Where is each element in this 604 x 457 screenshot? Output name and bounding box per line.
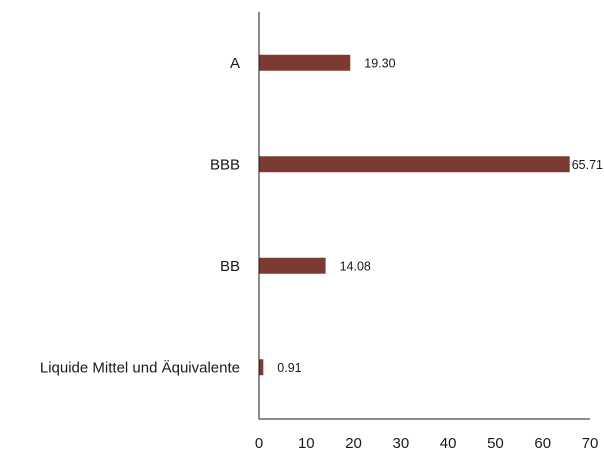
category-label-2: BB xyxy=(220,258,240,275)
value-labels-group: 19.30 65.71 14.08 0.91 xyxy=(277,56,603,375)
x-tick-label-4: 40 xyxy=(440,435,457,452)
value-label-2: 14.08 xyxy=(340,259,371,273)
bar-0 xyxy=(259,54,351,71)
x-tick-label-7: 70 xyxy=(582,435,599,452)
x-tick-label-1: 10 xyxy=(298,435,315,452)
bar-3 xyxy=(259,359,264,376)
bar-1 xyxy=(259,156,570,173)
x-tick-label-6: 60 xyxy=(534,435,551,452)
bars-group xyxy=(259,54,570,376)
bar-2 xyxy=(259,257,326,274)
x-tick-label-0: 0 xyxy=(255,435,263,452)
value-label-1: 65.71 xyxy=(572,158,603,172)
value-label-3: 0.91 xyxy=(277,361,301,375)
x-tick-labels-group: 0 10 20 30 40 50 60 70 xyxy=(255,435,599,452)
category-label-3: Liquide Mittel und Äquivalente xyxy=(40,359,240,376)
x-tick-label-3: 30 xyxy=(393,435,410,452)
x-tick-label-5: 50 xyxy=(487,435,504,452)
value-label-0: 19.30 xyxy=(364,56,395,70)
category-label-0: A xyxy=(230,55,240,72)
x-tick-label-2: 20 xyxy=(345,435,362,452)
category-label-1: BBB xyxy=(210,156,240,173)
